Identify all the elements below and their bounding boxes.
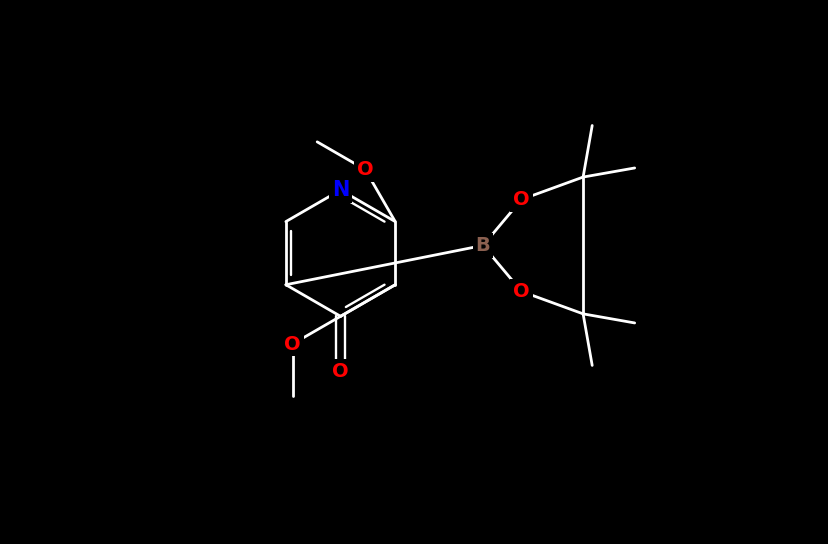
Text: O: O	[357, 160, 373, 179]
Text: O: O	[513, 190, 529, 209]
Text: O: O	[513, 282, 529, 301]
Text: O: O	[284, 335, 301, 354]
Text: B: B	[475, 236, 490, 255]
Text: N: N	[331, 180, 349, 200]
Text: O: O	[332, 362, 349, 381]
